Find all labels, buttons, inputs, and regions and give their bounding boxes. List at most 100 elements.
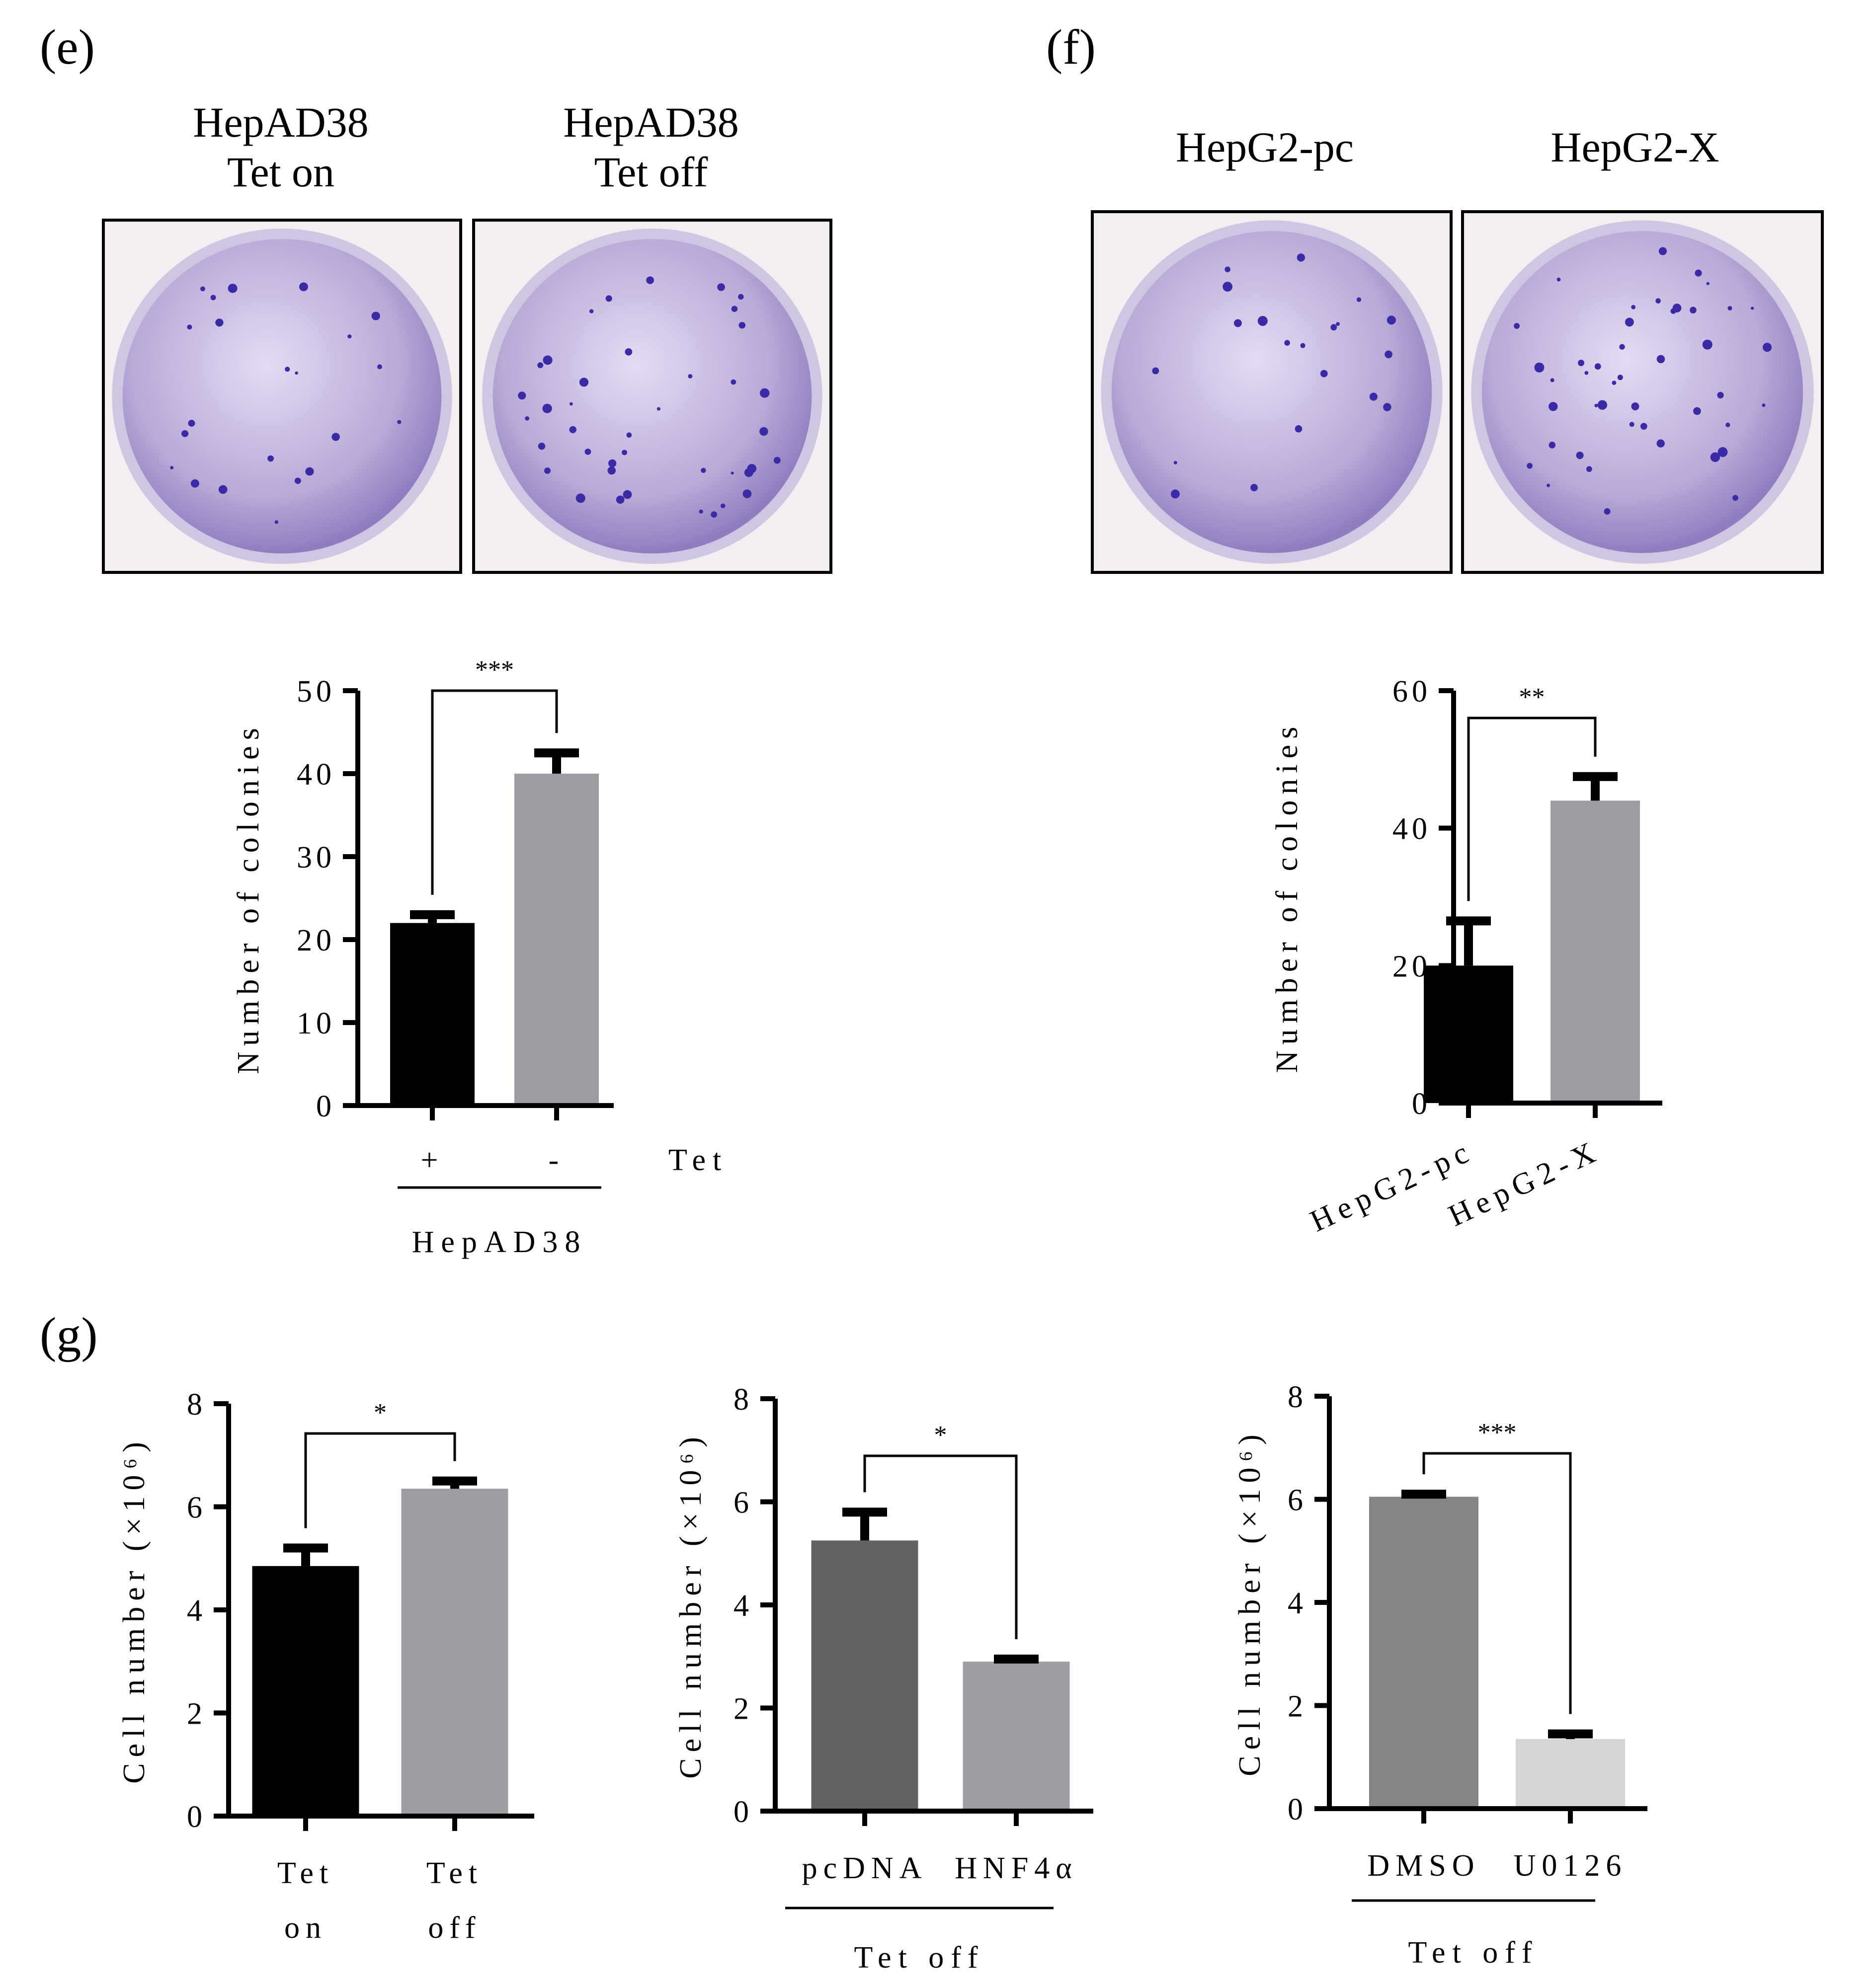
colony	[738, 294, 744, 300]
significance-bracket-g1	[304, 1432, 456, 1528]
colony	[1514, 322, 1520, 329]
colony	[1284, 340, 1290, 346]
dish-well	[492, 239, 812, 554]
colony	[699, 509, 703, 514]
colony	[274, 520, 279, 524]
significance-bracket-f	[1467, 716, 1597, 901]
bar-g3-1	[1516, 1739, 1625, 1809]
colony	[371, 312, 380, 320]
colony	[181, 430, 189, 437]
colony	[1586, 466, 1592, 472]
colony	[1656, 439, 1665, 448]
colony	[747, 464, 757, 474]
dish-illustration	[1094, 213, 1450, 571]
colony	[187, 324, 192, 330]
colony	[299, 282, 308, 292]
colony	[688, 374, 693, 379]
y-tick-label-g3-0: 0	[1288, 1793, 1307, 1827]
colony	[1655, 298, 1661, 304]
bar-g2-0	[811, 1540, 918, 1811]
colony	[1330, 324, 1337, 331]
colony	[711, 511, 718, 518]
dish-well	[1111, 231, 1432, 553]
photo-title-hepg2-x: HepG2-X	[1550, 123, 1719, 171]
bar-f-1	[1550, 800, 1640, 1103]
colony	[731, 306, 738, 312]
colony	[1369, 393, 1378, 401]
colony	[170, 466, 174, 470]
colony	[1556, 277, 1561, 282]
category-label-g1-0: Tet on	[277, 1856, 334, 1945]
colony	[1751, 307, 1754, 310]
colony	[1527, 463, 1533, 469]
colony	[538, 442, 546, 450]
colony	[605, 295, 612, 302]
colony	[1717, 447, 1728, 457]
category-label-g2-1: HNF4α	[955, 1851, 1078, 1885]
colony	[1549, 441, 1556, 449]
bar-g3-0	[1369, 1497, 1478, 1809]
bar-e-0	[390, 923, 475, 1106]
colony	[537, 362, 544, 368]
colony	[1152, 367, 1159, 375]
colony	[1297, 253, 1305, 262]
y-axis-label-g2: Cell number (×10⁶)	[674, 1431, 708, 1779]
colony	[1576, 451, 1584, 460]
bar-f-0	[1424, 965, 1513, 1103]
colony	[1233, 319, 1242, 327]
y-tick-label-g2-3: 6	[734, 1486, 753, 1520]
y-tick-label-g3-4: 8	[1288, 1380, 1307, 1414]
colony	[607, 466, 616, 475]
colony	[1690, 307, 1697, 314]
colony	[608, 459, 617, 468]
colony	[701, 468, 706, 473]
colony	[625, 348, 633, 356]
colony	[1257, 316, 1268, 326]
colony	[525, 416, 530, 421]
colony	[1223, 282, 1233, 292]
colony	[397, 420, 402, 424]
colony	[228, 283, 238, 293]
colony	[1385, 350, 1392, 358]
category-label-g2-0: pcDNA	[802, 1851, 928, 1885]
colony	[1658, 247, 1667, 255]
y-axis-label-g1: Cell number (×10⁶)	[117, 1436, 151, 1784]
panel-label-g: (g)	[40, 1307, 98, 1362]
colony	[1732, 495, 1738, 501]
colony	[721, 503, 726, 508]
colony	[1725, 422, 1730, 427]
row-label-e: Tet	[668, 1143, 728, 1177]
y-tick-label-f-0: 0	[1412, 1087, 1431, 1121]
bar-g2-1	[963, 1662, 1070, 1811]
colony	[347, 334, 352, 339]
significance-mark-g2: *	[934, 1421, 947, 1449]
chart-g2: 0 2 4 6 8 Cell number (×10⁶) pcDNA HNF4α Tet off…	[674, 1383, 1093, 1975]
colony	[1640, 423, 1647, 430]
category-label-g1-1: Tet off	[426, 1856, 483, 1945]
colony	[1336, 322, 1340, 326]
colony	[1625, 318, 1634, 327]
colony	[569, 402, 573, 406]
bar-e-1	[514, 774, 599, 1106]
colony	[1762, 403, 1766, 407]
colony	[1612, 381, 1617, 385]
colony	[1300, 343, 1305, 348]
colony	[1597, 400, 1608, 410]
colony	[1534, 362, 1545, 373]
y-tick-label-g1-2: 4	[187, 1594, 206, 1628]
y-tick-label-g2-1: 2	[734, 1692, 753, 1726]
colony	[188, 419, 195, 427]
colony	[623, 490, 632, 499]
dish-photo-tet-on	[102, 219, 462, 574]
group-label-g2: Tet off	[854, 1941, 985, 1975]
colony	[542, 403, 552, 413]
colony	[210, 295, 216, 301]
colony	[1224, 266, 1230, 272]
y-tick-label-g3-2: 4	[1288, 1587, 1307, 1620]
colony	[731, 472, 734, 475]
colony	[543, 355, 553, 365]
colony	[1706, 282, 1710, 285]
colony	[731, 379, 736, 385]
